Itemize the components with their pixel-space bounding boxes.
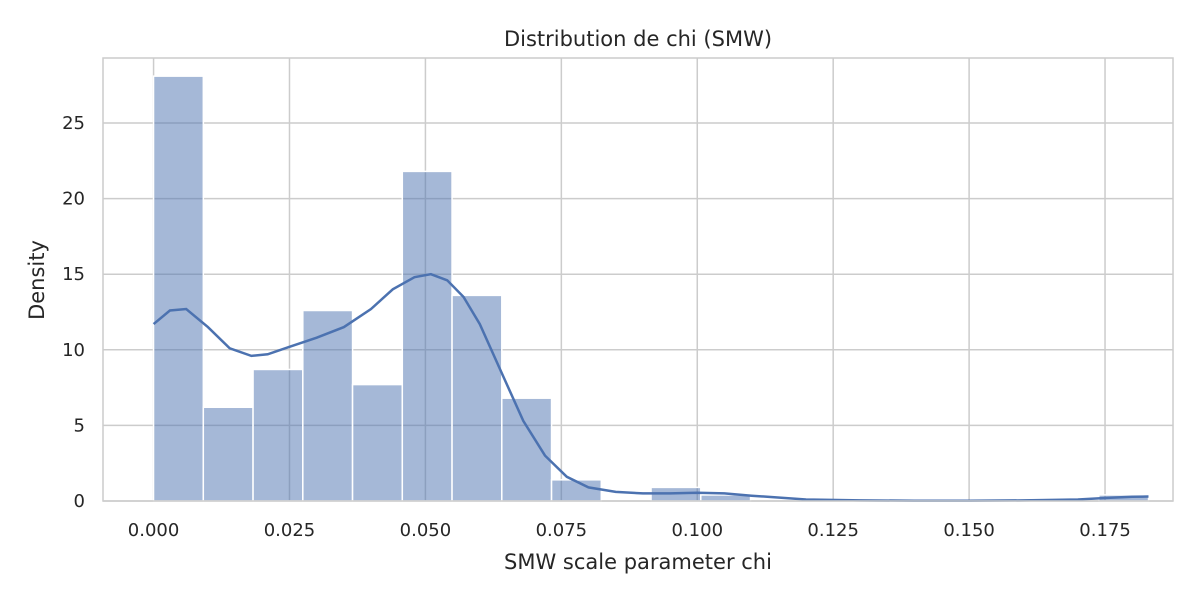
histogram-bar <box>252 368 304 502</box>
x-tick-label: 0.075 <box>536 520 588 541</box>
plot-frame <box>102 57 1174 502</box>
histogram-bar <box>550 479 603 502</box>
histogram-bar <box>501 397 553 502</box>
y-tick-label: 20 <box>62 189 85 210</box>
histogram-bars <box>152 75 1150 502</box>
y-tick-label: 5 <box>74 415 85 436</box>
x-tick-label: 0.175 <box>1079 520 1131 541</box>
x-tick-label: 0.050 <box>400 520 452 541</box>
x-tick-label: 0.125 <box>807 520 859 541</box>
chart-title: Distribution de chi (SMW) <box>504 27 772 51</box>
x-axis-label: SMW scale parameter chi <box>504 550 772 574</box>
y-tick-label: 10 <box>62 340 85 361</box>
histogram-bar <box>152 75 205 502</box>
histogram-bar <box>401 170 453 502</box>
x-tick-labels: 0.000 0.025 0.050 0.075 0.100 0.125 0.150 0.175 <box>128 520 1131 541</box>
y-axis-label: Density <box>25 240 49 320</box>
x-tick-label: 0.025 <box>264 520 316 541</box>
y-tick-label: 25 <box>62 113 85 134</box>
histogram-bar <box>451 294 503 502</box>
y-tick-labels: 0 5 10 15 20 25 <box>62 113 85 512</box>
histogram-bar <box>202 406 254 502</box>
histogram-bar <box>351 383 404 502</box>
x-tick-label: 0.000 <box>128 520 180 541</box>
x-tick-label: 0.150 <box>943 520 995 541</box>
y-tick-label: 0 <box>74 491 85 512</box>
y-tick-label: 15 <box>62 264 85 285</box>
x-tick-label: 0.100 <box>671 520 723 541</box>
